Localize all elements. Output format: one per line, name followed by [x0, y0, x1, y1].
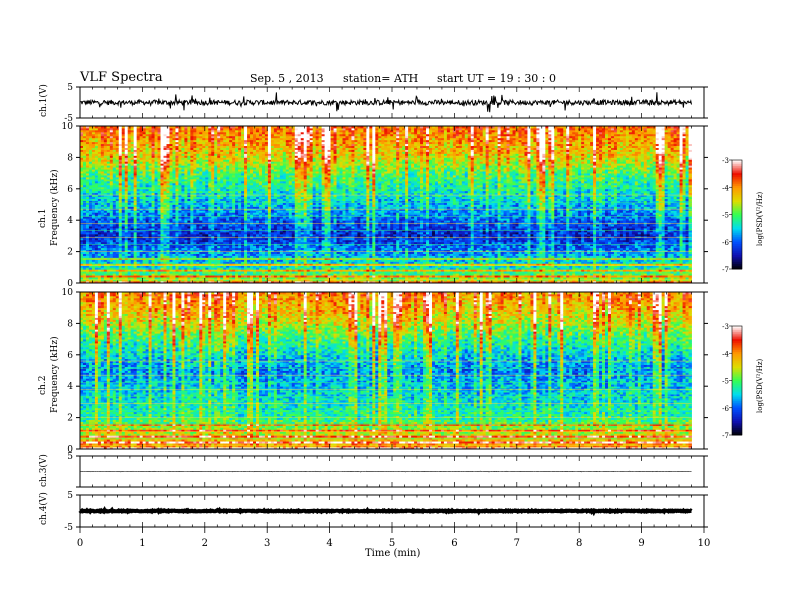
ch1-spectrogram-ylabel-top: ch.1 [38, 209, 48, 228]
colorbar-tick-label: -7 [722, 266, 729, 274]
x-tick-label: 7 [514, 538, 520, 549]
y-tick-label: 4 [67, 382, 73, 392]
ch1-colorbar-label: log(PSD(V²/Hz) [756, 192, 764, 246]
spectrogram-ch2 [80, 292, 692, 450]
ch1-spectrogram-ylabel: Frequency (kHz) [50, 169, 60, 246]
y-tick-label: 8 [67, 153, 73, 163]
ch3-waveform-ylabel: ch.3(V) [39, 454, 49, 487]
colorbar-tick-label: -7 [722, 432, 729, 440]
start-time-label: start UT = 19 : 30 : 0 [437, 72, 556, 85]
x-tick-label: 3 [264, 538, 270, 549]
y-tick-label: 6 [67, 185, 73, 195]
ch1-waveform-ylabel: ch.1(V) [39, 84, 49, 117]
x-tick-label: 10 [698, 538, 711, 549]
date-label: Sep. 5 , 2013 [250, 72, 324, 85]
y-tick-label: 10 [62, 288, 74, 298]
waveform-trace [79, 470, 692, 473]
colorbar-tick-label: -6 [722, 405, 729, 413]
colorbar-tick-label: -5 [722, 378, 729, 386]
colorbar [732, 160, 742, 270]
y-tick-label: 0 [67, 279, 73, 289]
y-tick-label: -5 [64, 114, 73, 124]
waveform-trace [78, 505, 693, 517]
x-tick-label: 1 [139, 538, 145, 549]
y-tick-label: 2 [67, 248, 73, 258]
x-tick-label: 9 [638, 538, 644, 549]
spectrogram-ch1 [80, 126, 692, 284]
colorbar-tick-label: -6 [722, 239, 729, 247]
x-tick-label: 2 [202, 538, 208, 549]
y-tick-label: 8 [67, 319, 73, 329]
colorbar-tick-label: -4 [722, 184, 729, 192]
colorbar-tick-label: -4 [722, 350, 729, 358]
y-tick-label: 4 [67, 216, 73, 226]
waveform-trace [79, 92, 692, 113]
x-axis-label: Time (min) [365, 548, 420, 559]
y-tick-label: 5 [67, 83, 73, 93]
colorbar-tick-label: -3 [722, 323, 729, 331]
x-tick-label: 0 [77, 538, 83, 549]
x-tick-label: 6 [451, 538, 457, 549]
y-tick-label: 0 [67, 445, 73, 455]
ch2-colorbar-label: log(PSD(V²/Hz) [756, 359, 764, 413]
chart-title: VLF Spectra [80, 70, 163, 85]
ch2-spectrogram-ylabel: Frequency (kHz) [50, 336, 60, 413]
station-label: station= ATH [343, 72, 418, 85]
x-tick-label: 4 [326, 538, 332, 549]
y-tick-label: -5 [64, 523, 73, 533]
ch2-spectrogram-ylabel-top: ch.2 [38, 376, 48, 395]
y-tick-label: 5 [67, 452, 73, 462]
colorbar-tick-label: -3 [722, 157, 729, 165]
y-tick-label: 5 [67, 491, 73, 501]
y-tick-label: 2 [67, 414, 73, 424]
colorbar [732, 326, 742, 436]
x-tick-label: 8 [576, 538, 582, 549]
x-tick-label: 5 [389, 538, 395, 549]
y-tick-label: 6 [67, 351, 73, 361]
y-tick-label: 10 [62, 122, 74, 132]
ch4-waveform-ylabel: ch.4(V) [39, 492, 49, 525]
colorbar-tick-label: -5 [722, 212, 729, 220]
